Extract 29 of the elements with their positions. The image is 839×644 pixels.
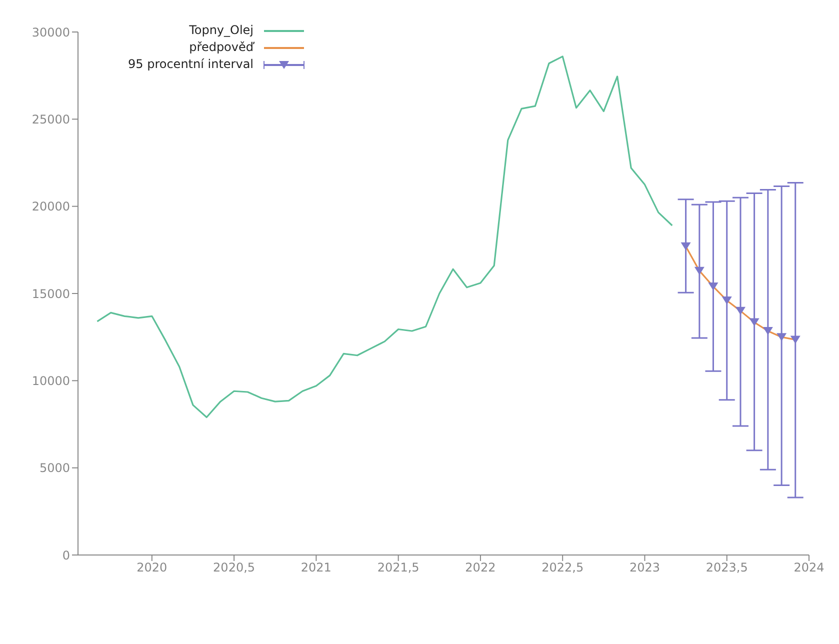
point [762, 326, 773, 335]
y-tick-label: 0 [62, 548, 70, 562]
x-tick-label: 2022 [465, 560, 496, 575]
x-tick-label: 2024 [794, 560, 824, 575]
x-tick-label: 2021,5 [377, 560, 420, 575]
y-tick-label: 5000 [39, 461, 70, 476]
legend-label: Topny_Olej [189, 22, 254, 39]
y-tick-label: 10000 [32, 374, 70, 388]
point [694, 266, 704, 275]
point [749, 318, 760, 326]
y-tick-label: 30000 [32, 25, 70, 40]
point [790, 336, 800, 344]
point [722, 296, 732, 304]
line-series [96, 56, 673, 418]
x-tick-label: 2023,5 [706, 560, 748, 575]
point [736, 306, 746, 315]
legend-label: předpověď [189, 39, 254, 56]
x-tick-label: 2023 [629, 560, 660, 575]
y-tick-label: 25000 [32, 112, 70, 126]
x-tick-label: 2021 [300, 560, 332, 575]
x-tick-label: 2020,5 [213, 560, 256, 575]
y-tick-label: 15000 [32, 286, 70, 301]
point [776, 333, 787, 342]
legend-label: 95 procentní interval [128, 56, 254, 73]
x-tick-label: 2022,5 [542, 560, 584, 575]
y-tick-label: 20000 [32, 200, 70, 214]
point [680, 242, 691, 250]
x-tick-label: 2020 [136, 560, 168, 575]
point [708, 282, 718, 291]
